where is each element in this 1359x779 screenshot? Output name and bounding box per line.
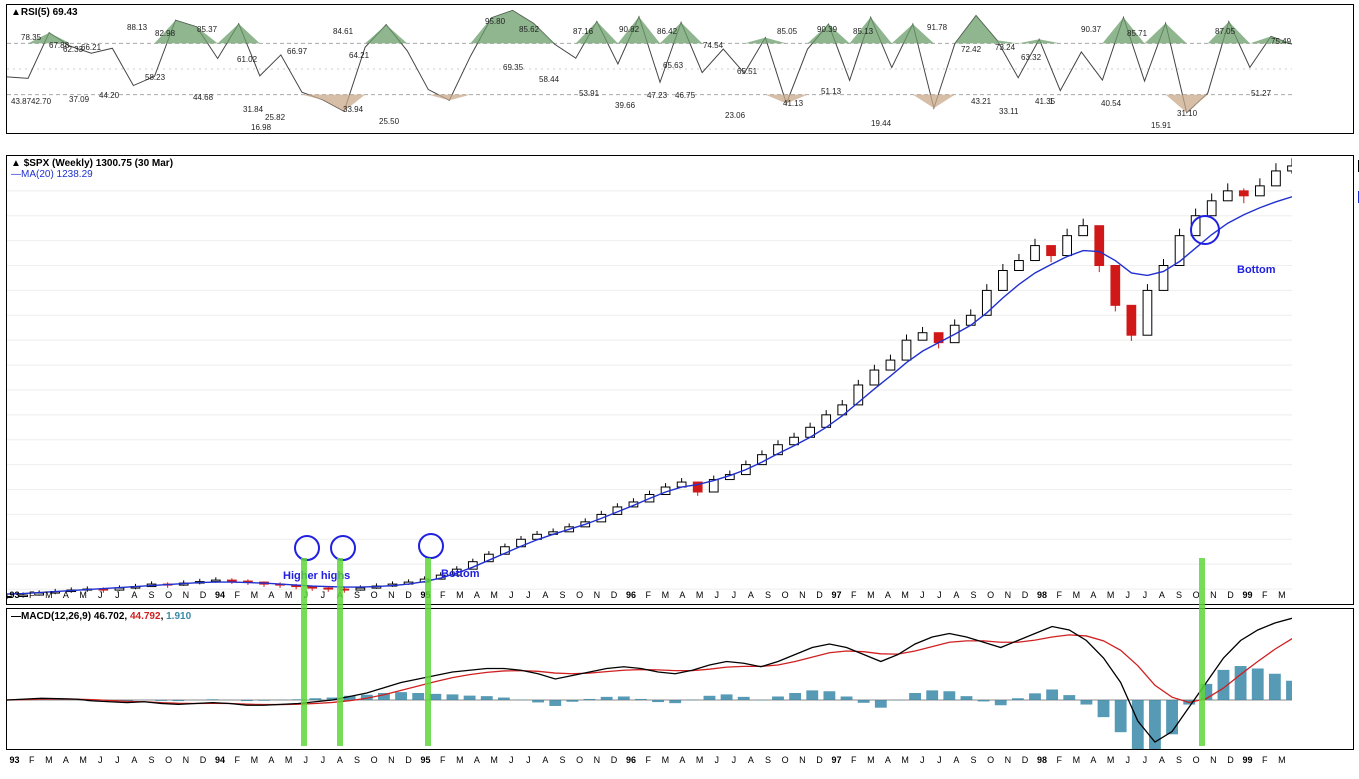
circle-marker (1190, 215, 1220, 245)
circle-marker (330, 535, 356, 561)
annotation-text: Bottom (1237, 264, 1276, 276)
annotation-text: Bottom (441, 568, 480, 580)
vertical-marker (1199, 558, 1205, 746)
time-axis-upper: 93FMAMJJASOND94FMAMJJASOND95FMAMJJASOND9… (6, 590, 1352, 604)
circle-marker (294, 535, 320, 561)
circle-marker (418, 533, 444, 559)
macd-panel: —MACD(12,26,9) 46.702, 44.792, 1.910 -20… (6, 608, 1354, 750)
rsi-panel: ▲RSI(5) 69.43 1030507090 69.43 43.8742.7… (6, 4, 1354, 134)
macd-chart (7, 609, 1292, 749)
price-chart (7, 156, 1292, 604)
vertical-marker (425, 558, 431, 746)
vertical-marker (337, 558, 343, 746)
time-axis-lower: 93FMAMJJASOND94FMAMJJASOND95FMAMJJASOND9… (6, 755, 1352, 769)
vertical-marker (301, 558, 307, 746)
price-panel: ▲ $SPX (Weekly) 1300.75 (30 Mar) —MA(20)… (6, 155, 1354, 605)
